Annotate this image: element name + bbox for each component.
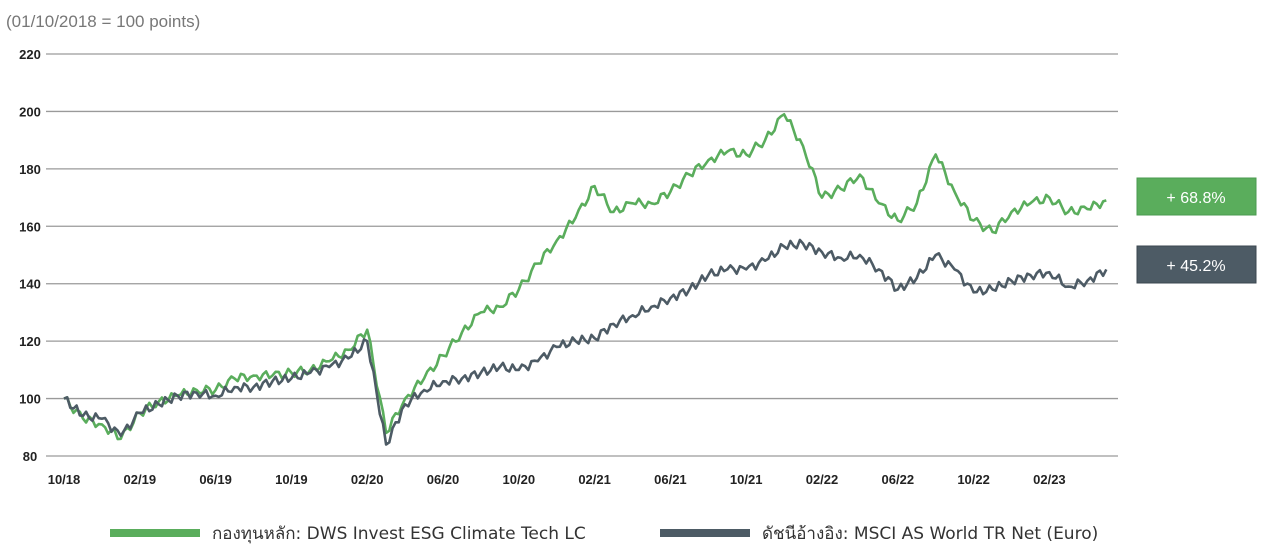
x-tick-label: 02/19 <box>124 472 157 487</box>
x-tick-label: 10/21 <box>730 472 763 487</box>
y-tick-label: 180 <box>19 162 41 177</box>
x-tick-label: 10/18 <box>48 472 81 487</box>
end-label-box-0 <box>1136 177 1257 216</box>
y-tick-label: 100 <box>19 392 41 407</box>
y-tick-label: 140 <box>19 277 41 292</box>
end-label-0: + 68.8% <box>1166 190 1225 207</box>
x-tick-label: 10/22 <box>957 472 990 487</box>
end-label-1: + 45.2% <box>1166 258 1225 275</box>
x-tick-label: 02/23 <box>1033 472 1066 487</box>
end-label-box-1 <box>1136 245 1257 284</box>
x-tick-label: 06/19 <box>199 472 232 487</box>
y-tick-label: 160 <box>19 219 41 234</box>
x-tick-label: 02/20 <box>351 472 384 487</box>
x-tick-label: 06/22 <box>882 472 915 487</box>
x-tick-label: 10/20 <box>503 472 536 487</box>
y-tick-label: 200 <box>19 104 41 119</box>
y-tick-label: 80 <box>23 449 37 464</box>
series-line-0 <box>63 113 1107 441</box>
x-tick-label: 02/22 <box>806 472 839 487</box>
legend-label-1: ดัชนีอ้างอิง: MSCI AS World TR Net (Euro… <box>762 524 1098 544</box>
x-tick-label: 06/20 <box>427 472 460 487</box>
chart-subtitle: (01/10/2018 = 100 points) <box>6 12 200 31</box>
x-tick-label: 02/21 <box>578 472 611 487</box>
x-tick-label: 10/19 <box>275 472 308 487</box>
legend-label-0: กองทุนหลัก: DWS Invest ESG Climate Tech … <box>212 524 586 544</box>
x-tick-label: 06/21 <box>654 472 687 487</box>
series-line-1 <box>63 238 1108 446</box>
y-tick-label: 220 <box>19 47 41 62</box>
y-tick-label: 120 <box>19 334 41 349</box>
